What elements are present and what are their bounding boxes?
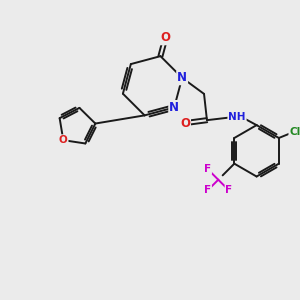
Text: Cl: Cl xyxy=(289,127,300,136)
Text: N: N xyxy=(177,71,187,84)
Text: NH: NH xyxy=(228,112,246,122)
Text: O: O xyxy=(59,135,68,145)
Text: O: O xyxy=(160,31,170,44)
Text: F: F xyxy=(225,185,233,196)
Text: O: O xyxy=(180,117,190,130)
Text: F: F xyxy=(204,185,211,196)
Text: F: F xyxy=(204,164,211,174)
Text: N: N xyxy=(169,101,179,114)
